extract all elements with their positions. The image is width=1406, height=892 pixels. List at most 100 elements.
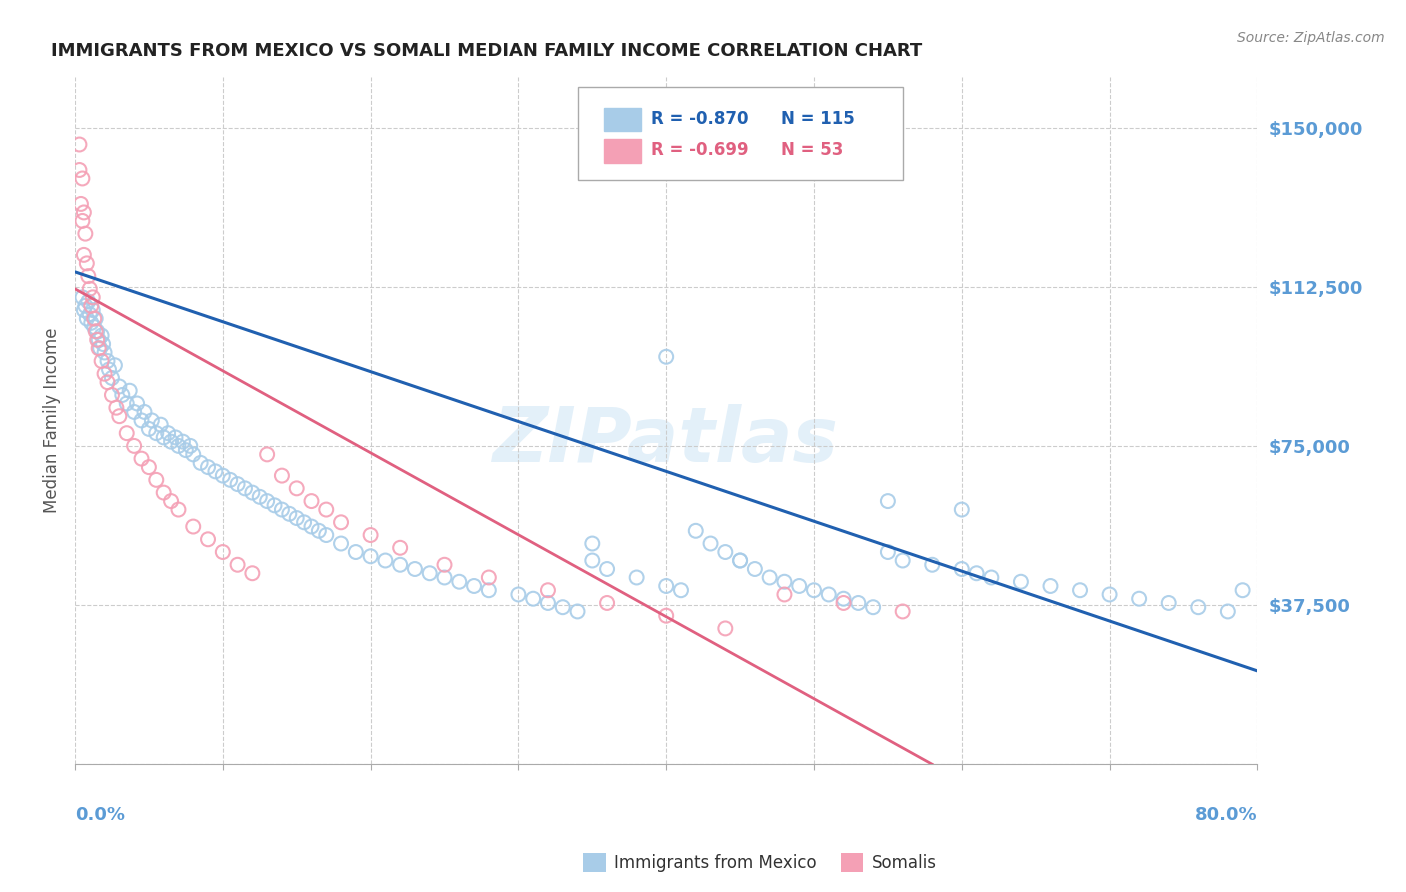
Point [179, 439, 201, 453]
Point [145, 426, 167, 441]
Point [891, 553, 914, 567]
Point [91, 337, 114, 351]
Point [433, 558, 456, 572]
Point [72, 214, 94, 228]
Y-axis label: Median Family Income: Median Family Income [44, 327, 60, 513]
Point [699, 536, 721, 550]
Point [69, 137, 91, 152]
Point [79, 307, 101, 321]
Point [105, 401, 128, 415]
Point [249, 490, 271, 504]
Point [90, 328, 112, 343]
Point [86, 324, 108, 338]
Point [817, 587, 839, 601]
Point [292, 516, 315, 530]
Point [125, 396, 148, 410]
Point [141, 413, 163, 427]
Point [685, 524, 707, 538]
Point [93, 345, 115, 359]
Point [330, 536, 353, 550]
Point [551, 600, 574, 615]
Point [655, 608, 678, 623]
Point [101, 371, 124, 385]
Point [271, 502, 294, 516]
Point [87, 333, 110, 347]
Point [449, 574, 471, 589]
Point [655, 350, 678, 364]
Text: R = -0.699: R = -0.699 [651, 141, 748, 159]
Point [330, 516, 353, 530]
Point [111, 388, 134, 402]
Point [101, 388, 124, 402]
Point [744, 562, 766, 576]
Point [537, 583, 560, 598]
Point [1039, 579, 1062, 593]
Point [1098, 587, 1121, 601]
Point [138, 422, 160, 436]
Point [77, 294, 100, 309]
Point [508, 587, 530, 601]
Point [75, 227, 97, 241]
Point [157, 426, 180, 441]
Point [832, 596, 855, 610]
Point [73, 248, 96, 262]
Point [233, 481, 256, 495]
Point [537, 596, 560, 610]
Point [115, 396, 138, 410]
Point [90, 354, 112, 368]
Point [758, 570, 780, 584]
Point [478, 583, 501, 598]
Point [172, 434, 194, 449]
Point [131, 451, 153, 466]
Point [714, 545, 737, 559]
Point [463, 579, 485, 593]
Point [832, 591, 855, 606]
Point [160, 434, 183, 449]
Point [82, 303, 104, 318]
Point [877, 494, 900, 508]
Point [70, 197, 93, 211]
Point [1128, 591, 1150, 606]
Point [581, 553, 603, 567]
Point [181, 519, 204, 533]
Point [76, 256, 98, 270]
Point [226, 477, 249, 491]
Point [285, 481, 308, 495]
Point [122, 405, 145, 419]
Point [86, 333, 108, 347]
Point [122, 439, 145, 453]
Point [131, 413, 153, 427]
Point [211, 468, 233, 483]
Point [226, 558, 249, 572]
Point [846, 596, 869, 610]
Point [152, 485, 174, 500]
Point [728, 553, 751, 567]
Point [787, 579, 810, 593]
Point [167, 439, 190, 453]
Bar [603, 108, 641, 131]
Point [174, 443, 197, 458]
Text: Immigrants from Mexico: Immigrants from Mexico [614, 854, 817, 871]
Point [115, 426, 138, 441]
Text: N = 115: N = 115 [780, 110, 855, 128]
Point [728, 553, 751, 567]
Text: R = -0.870: R = -0.870 [651, 110, 748, 128]
Point [219, 473, 242, 487]
Point [80, 299, 103, 313]
Point [404, 562, 426, 576]
Point [73, 205, 96, 219]
Point [271, 468, 294, 483]
Point [1157, 596, 1180, 610]
Point [950, 562, 973, 576]
Point [82, 290, 104, 304]
Point [419, 566, 441, 581]
Point [278, 507, 301, 521]
Point [1010, 574, 1032, 589]
Point [69, 163, 91, 178]
Point [160, 494, 183, 508]
Point [83, 311, 105, 326]
Text: Source: ZipAtlas.com: Source: ZipAtlas.com [1237, 31, 1385, 45]
Point [374, 553, 396, 567]
Text: N = 53: N = 53 [780, 141, 844, 159]
Point [240, 485, 263, 500]
